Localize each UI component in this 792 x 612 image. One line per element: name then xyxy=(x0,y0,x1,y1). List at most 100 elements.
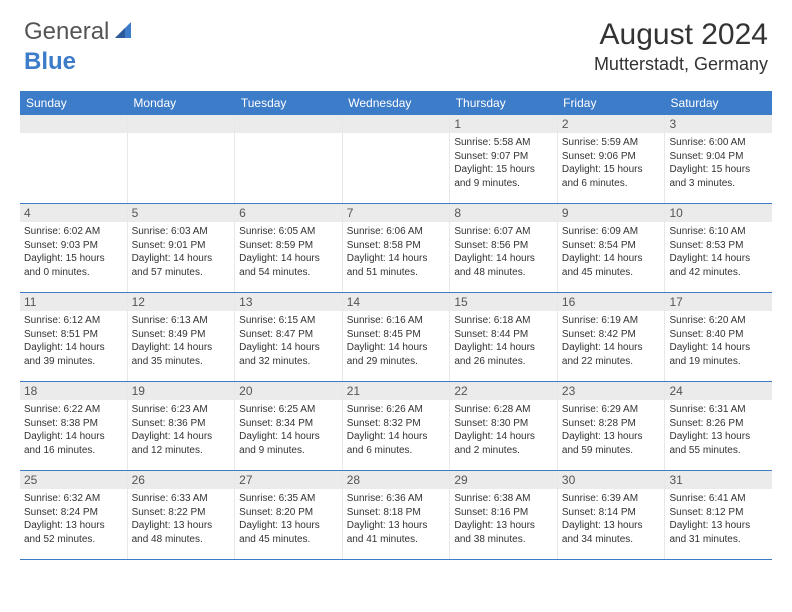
day-number: 16 xyxy=(558,293,665,311)
sunset-text: Sunset: 8:20 PM xyxy=(239,506,338,520)
day-body: Sunrise: 6:09 AMSunset: 8:54 PMDaylight:… xyxy=(558,222,665,282)
sunrise-text: Sunrise: 6:06 AM xyxy=(347,225,446,239)
sunset-text: Sunset: 8:51 PM xyxy=(24,328,123,342)
day-number: 22 xyxy=(450,382,557,400)
sunset-text: Sunset: 9:03 PM xyxy=(24,239,123,253)
day-number: 6 xyxy=(235,204,342,222)
daylight-text: Daylight: 14 hours and 19 minutes. xyxy=(669,341,768,368)
day-body xyxy=(235,133,342,139)
day-number: 10 xyxy=(665,204,772,222)
day-number: 30 xyxy=(558,471,665,489)
sunrise-text: Sunrise: 6:31 AM xyxy=(669,403,768,417)
day-number: 8 xyxy=(450,204,557,222)
daylight-text: Daylight: 14 hours and 57 minutes. xyxy=(132,252,231,279)
sunrise-text: Sunrise: 6:07 AM xyxy=(454,225,553,239)
daylight-text: Daylight: 14 hours and 2 minutes. xyxy=(454,430,553,457)
day-body: Sunrise: 6:13 AMSunset: 8:49 PMDaylight:… xyxy=(128,311,235,371)
day-body: Sunrise: 6:19 AMSunset: 8:42 PMDaylight:… xyxy=(558,311,665,371)
day-number: 18 xyxy=(20,382,127,400)
day-number: 1 xyxy=(450,115,557,133)
sunrise-text: Sunrise: 5:59 AM xyxy=(562,136,661,150)
day-number: 23 xyxy=(558,382,665,400)
day-cell: 5Sunrise: 6:03 AMSunset: 9:01 PMDaylight… xyxy=(128,204,236,292)
sunset-text: Sunset: 9:06 PM xyxy=(562,150,661,164)
day-body: Sunrise: 6:36 AMSunset: 8:18 PMDaylight:… xyxy=(343,489,450,549)
daylight-text: Daylight: 15 hours and 9 minutes. xyxy=(454,163,553,190)
sunset-text: Sunset: 8:32 PM xyxy=(347,417,446,431)
day-cell: 17Sunrise: 6:20 AMSunset: 8:40 PMDayligh… xyxy=(665,293,772,381)
sunrise-text: Sunrise: 6:10 AM xyxy=(669,225,768,239)
logo: General xyxy=(24,18,135,46)
day-body: Sunrise: 6:41 AMSunset: 8:12 PMDaylight:… xyxy=(665,489,772,549)
day-number: 13 xyxy=(235,293,342,311)
day-body: Sunrise: 6:06 AMSunset: 8:58 PMDaylight:… xyxy=(343,222,450,282)
sunrise-text: Sunrise: 6:05 AM xyxy=(239,225,338,239)
sunset-text: Sunset: 8:40 PM xyxy=(669,328,768,342)
sunset-text: Sunset: 8:58 PM xyxy=(347,239,446,253)
daylight-text: Daylight: 13 hours and 41 minutes. xyxy=(347,519,446,546)
sunrise-text: Sunrise: 6:02 AM xyxy=(24,225,123,239)
sunset-text: Sunset: 8:12 PM xyxy=(669,506,768,520)
sunrise-text: Sunrise: 6:03 AM xyxy=(132,225,231,239)
sunrise-text: Sunrise: 6:39 AM xyxy=(562,492,661,506)
sunset-text: Sunset: 9:01 PM xyxy=(132,239,231,253)
day-body: Sunrise: 6:02 AMSunset: 9:03 PMDaylight:… xyxy=(20,222,127,282)
day-body: Sunrise: 6:00 AMSunset: 9:04 PMDaylight:… xyxy=(665,133,772,193)
day-body: Sunrise: 6:15 AMSunset: 8:47 PMDaylight:… xyxy=(235,311,342,371)
day-cell: 18Sunrise: 6:22 AMSunset: 8:38 PMDayligh… xyxy=(20,382,128,470)
sunrise-text: Sunrise: 6:33 AM xyxy=(132,492,231,506)
day-cell: 23Sunrise: 6:29 AMSunset: 8:28 PMDayligh… xyxy=(558,382,666,470)
day-cell: 12Sunrise: 6:13 AMSunset: 8:49 PMDayligh… xyxy=(128,293,236,381)
day-body: Sunrise: 6:07 AMSunset: 8:56 PMDaylight:… xyxy=(450,222,557,282)
day-body: Sunrise: 6:03 AMSunset: 9:01 PMDaylight:… xyxy=(128,222,235,282)
day-number: 21 xyxy=(343,382,450,400)
day-number: 12 xyxy=(128,293,235,311)
day-body: Sunrise: 6:39 AMSunset: 8:14 PMDaylight:… xyxy=(558,489,665,549)
day-cell: 24Sunrise: 6:31 AMSunset: 8:26 PMDayligh… xyxy=(665,382,772,470)
day-number: 3 xyxy=(665,115,772,133)
sunrise-text: Sunrise: 6:38 AM xyxy=(454,492,553,506)
sunrise-text: Sunrise: 5:58 AM xyxy=(454,136,553,150)
day-body: Sunrise: 6:26 AMSunset: 8:32 PMDaylight:… xyxy=(343,400,450,460)
day-cell: 20Sunrise: 6:25 AMSunset: 8:34 PMDayligh… xyxy=(235,382,343,470)
day-body: Sunrise: 6:12 AMSunset: 8:51 PMDaylight:… xyxy=(20,311,127,371)
day-body: Sunrise: 6:31 AMSunset: 8:26 PMDaylight:… xyxy=(665,400,772,460)
day-body: Sunrise: 6:35 AMSunset: 8:20 PMDaylight:… xyxy=(235,489,342,549)
sunrise-text: Sunrise: 6:32 AM xyxy=(24,492,123,506)
sunrise-text: Sunrise: 6:36 AM xyxy=(347,492,446,506)
daylight-text: Daylight: 15 hours and 6 minutes. xyxy=(562,163,661,190)
daylight-text: Daylight: 13 hours and 59 minutes. xyxy=(562,430,661,457)
day-number: 26 xyxy=(128,471,235,489)
sunrise-text: Sunrise: 6:00 AM xyxy=(669,136,768,150)
week-row: 4Sunrise: 6:02 AMSunset: 9:03 PMDaylight… xyxy=(20,203,772,292)
day-body: Sunrise: 6:29 AMSunset: 8:28 PMDaylight:… xyxy=(558,400,665,460)
day-cell: 15Sunrise: 6:18 AMSunset: 8:44 PMDayligh… xyxy=(450,293,558,381)
day-body: Sunrise: 6:25 AMSunset: 8:34 PMDaylight:… xyxy=(235,400,342,460)
day-number xyxy=(235,115,342,133)
day-cell: 4Sunrise: 6:02 AMSunset: 9:03 PMDaylight… xyxy=(20,204,128,292)
weekday-header-row: Sunday Monday Tuesday Wednesday Thursday… xyxy=(20,92,772,114)
day-cell: 25Sunrise: 6:32 AMSunset: 8:24 PMDayligh… xyxy=(20,471,128,559)
calendar: Sunday Monday Tuesday Wednesday Thursday… xyxy=(20,91,772,560)
day-body: Sunrise: 6:28 AMSunset: 8:30 PMDaylight:… xyxy=(450,400,557,460)
week-row: 18Sunrise: 6:22 AMSunset: 8:38 PMDayligh… xyxy=(20,381,772,470)
day-cell: 26Sunrise: 6:33 AMSunset: 8:22 PMDayligh… xyxy=(128,471,236,559)
daylight-text: Daylight: 13 hours and 55 minutes. xyxy=(669,430,768,457)
sunset-text: Sunset: 8:45 PM xyxy=(347,328,446,342)
day-body: Sunrise: 6:20 AMSunset: 8:40 PMDaylight:… xyxy=(665,311,772,371)
sunrise-text: Sunrise: 6:13 AM xyxy=(132,314,231,328)
daylight-text: Daylight: 14 hours and 39 minutes. xyxy=(24,341,123,368)
day-cell xyxy=(235,115,343,203)
day-cell xyxy=(20,115,128,203)
sunset-text: Sunset: 8:47 PM xyxy=(239,328,338,342)
daylight-text: Daylight: 14 hours and 9 minutes. xyxy=(239,430,338,457)
day-body: Sunrise: 6:38 AMSunset: 8:16 PMDaylight:… xyxy=(450,489,557,549)
sunset-text: Sunset: 8:59 PM xyxy=(239,239,338,253)
daylight-text: Daylight: 14 hours and 45 minutes. xyxy=(562,252,661,279)
day-body: Sunrise: 5:58 AMSunset: 9:07 PMDaylight:… xyxy=(450,133,557,193)
day-cell: 9Sunrise: 6:09 AMSunset: 8:54 PMDaylight… xyxy=(558,204,666,292)
sunset-text: Sunset: 8:22 PM xyxy=(132,506,231,520)
daylight-text: Daylight: 13 hours and 31 minutes. xyxy=(669,519,768,546)
sunset-text: Sunset: 8:30 PM xyxy=(454,417,553,431)
day-number: 27 xyxy=(235,471,342,489)
